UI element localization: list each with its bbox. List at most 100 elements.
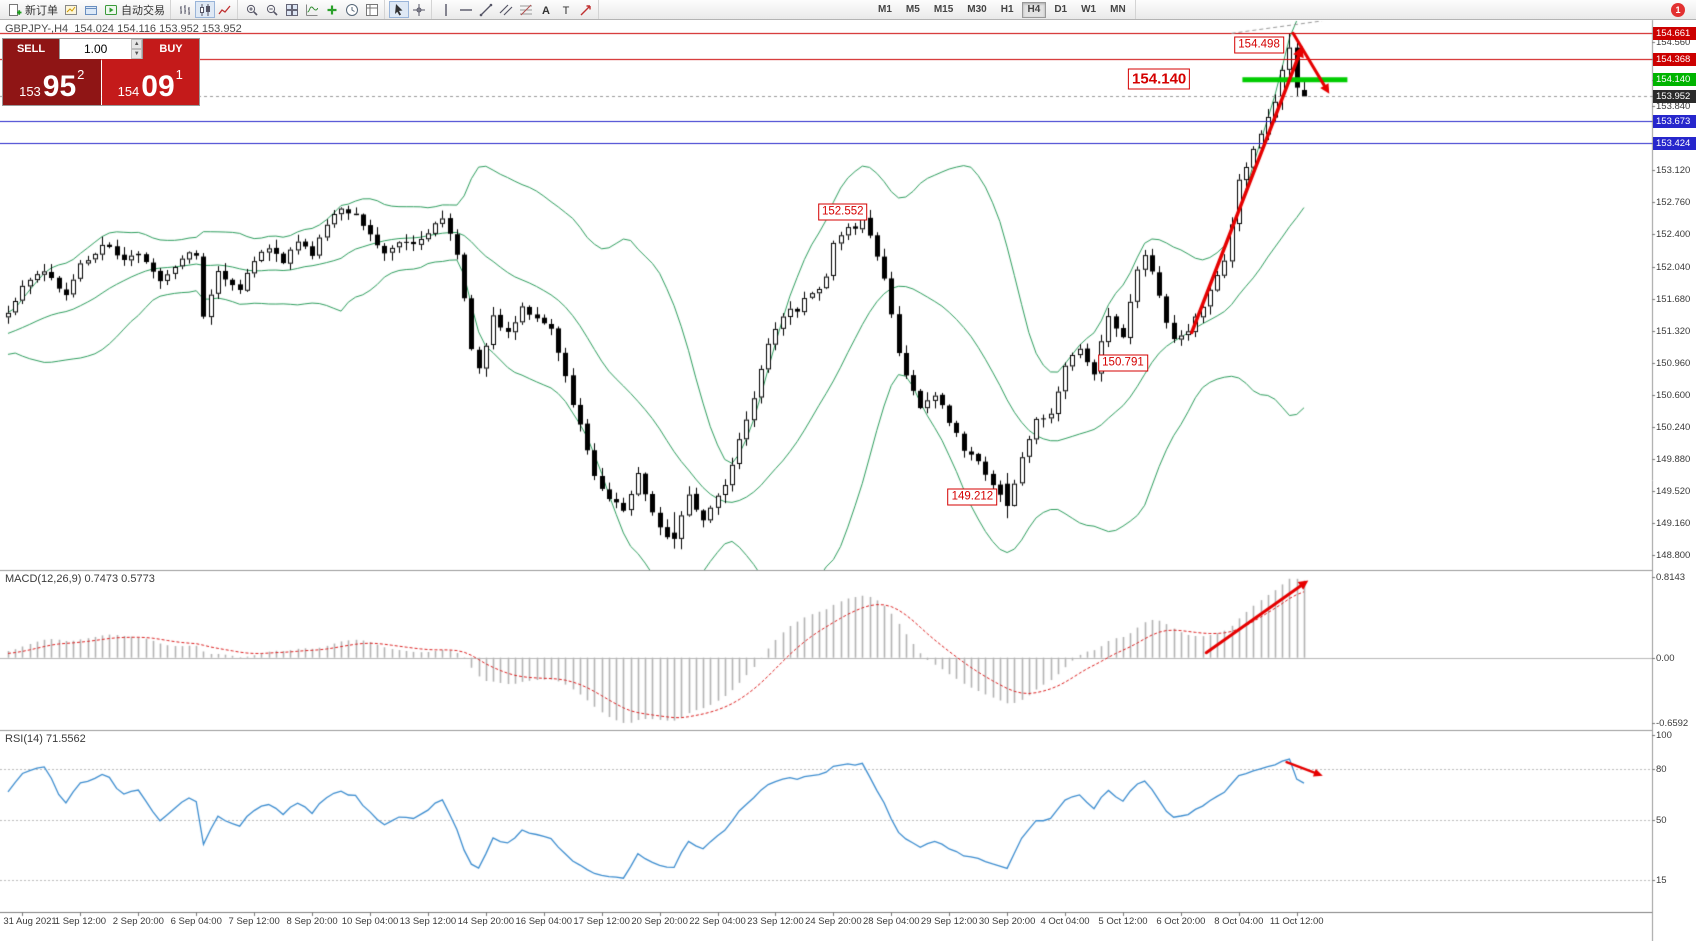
crosshair-icon: [413, 3, 425, 16]
timeframe-w1[interactable]: W1: [1075, 2, 1102, 18]
horizontal-line-button[interactable]: [456, 1, 476, 18]
vertical-line-button[interactable]: [436, 1, 456, 18]
time-axis-label: 22 Sep 04:00: [689, 916, 746, 927]
toolbar-group: [240, 0, 385, 19]
time-axis-label: 13 Sep 12:00: [399, 916, 457, 927]
buy-button[interactable]: BUY: [143, 39, 199, 59]
lot-size-stepper: ▲ ▼: [131, 39, 142, 59]
price-axis-tick: 149.880: [1656, 453, 1691, 465]
timeframe-m15[interactable]: M15: [928, 2, 959, 18]
new-order-button[interactable]: 新订单: [5, 1, 61, 18]
timeframe-m5[interactable]: M5: [900, 2, 926, 18]
time-axis-label: 2 Sep 20:00: [112, 916, 164, 927]
new-order-icon: [9, 3, 22, 16]
timeframe-h4[interactable]: H4: [1021, 1, 1047, 18]
periods-button[interactable]: [342, 1, 362, 18]
price-axis-tag: 154.661: [1653, 26, 1696, 40]
timeframe-m30[interactable]: M30: [961, 2, 992, 18]
lot-size-input[interactable]: [60, 39, 132, 59]
autotrade-icon: [105, 4, 117, 15]
label-icon: T: [563, 5, 570, 17]
cursor-button[interactable]: [389, 1, 409, 18]
time-axis-label: 8 Oct 04:00: [1214, 916, 1264, 927]
symbol-ohlc-header: GBPJPY-,H4 154.024 154.116 153.952 153.9…: [5, 23, 242, 35]
time-axis-label: 4 Oct 04:00: [1040, 916, 1090, 927]
rsi-axis-tick: 100: [1656, 730, 1672, 741]
indicators-icon: [306, 4, 318, 16]
price-callout[interactable]: 154.140: [1128, 68, 1191, 90]
time-axis-label: 31 Aug 2021: [3, 916, 57, 927]
notification-badge[interactable]: 1: [1671, 2, 1685, 17]
price-axis-tick: 149.160: [1656, 517, 1691, 529]
price-axis-tag: 154.368: [1653, 52, 1696, 66]
price-axis-tick: 150.600: [1656, 389, 1691, 401]
zoom-in-button[interactable]: [242, 1, 262, 18]
timeframe-m1[interactable]: M1: [872, 2, 898, 18]
buy-price-big: 09: [141, 69, 175, 103]
tile-windows-icon: [286, 3, 298, 16]
price-axis-tag: 154.140: [1653, 73, 1696, 87]
buy-price-pip: 1: [175, 67, 183, 82]
autotrade-button[interactable]: 自动交易: [101, 1, 168, 18]
macd-axis-tick: -0.6592: [1656, 718, 1689, 729]
sell-price-big: 95: [42, 69, 77, 103]
buy-price-display[interactable]: 154 09 1: [101, 59, 199, 105]
text-icon: A: [542, 5, 550, 17]
lot-increment-button[interactable]: ▲: [131, 39, 142, 49]
time-axis-label: 5 Oct 12:00: [1098, 916, 1148, 927]
price-callout[interactable]: 152.552: [817, 203, 868, 221]
sell-button[interactable]: SELL: [3, 39, 59, 59]
time-axis-label: 8 Sep 20:00: [286, 916, 338, 927]
tile-windows-button[interactable]: [282, 1, 302, 18]
price-callout[interactable]: 149.212: [947, 488, 998, 506]
price-callout[interactable]: 154.498: [1234, 36, 1284, 54]
timeframe-h1[interactable]: H1: [995, 2, 1020, 18]
templates-button[interactable]: [362, 1, 382, 18]
fibonacci-button[interactable]: [516, 1, 536, 18]
rsi-axis-tick: 15: [1656, 874, 1667, 886]
price-callout[interactable]: 150.791: [1098, 354, 1148, 372]
price-axis-tick: 154.560: [1656, 37, 1691, 49]
price-axis-tag: 153.424: [1653, 136, 1696, 150]
text-button[interactable]: A: [536, 1, 556, 18]
indicators-button[interactable]: [302, 1, 322, 18]
candle-chart-button[interactable]: [195, 1, 215, 18]
line-chart-button[interactable]: [215, 1, 235, 18]
add-indicator-icon: [327, 5, 337, 14]
time-axis-label: 14 Sep 20:00: [457, 916, 515, 927]
rsi-axis-tick: 50: [1656, 815, 1667, 826]
trendline-button[interactable]: [476, 1, 496, 18]
price-axis-tick: 151.320: [1656, 325, 1691, 337]
crosshair-button[interactable]: [409, 1, 429, 18]
time-axis-label: 28 Sep 04:00: [863, 916, 920, 927]
price-axis-tick: 148.800: [1656, 549, 1691, 561]
macd-indicator-label: MACD(12,26,9) 0.7473 0.5773: [5, 573, 155, 585]
bar-chart-button[interactable]: [175, 1, 195, 18]
new-chart-button[interactable]: [61, 1, 81, 18]
time-axis-label: 1 Sep 12:00: [54, 916, 107, 927]
price-scale[interactable]: 154.560 153.840 153.120 152.760 152.400 152.0…: [1653, 0, 1696, 941]
timeframe-d1[interactable]: D1: [1048, 2, 1073, 18]
lot-decrement-button[interactable]: ▼: [131, 49, 142, 59]
arrows-button[interactable]: [576, 1, 596, 18]
timeframe-mn[interactable]: MN: [1104, 2, 1132, 18]
zoom-out-button[interactable]: [262, 1, 282, 18]
time-axis-label: 16 Sep 04:00: [515, 916, 573, 927]
time-axis-label: 11 Oct 12:00: [1269, 916, 1324, 927]
time-axis-label: 24 Sep 20:00: [805, 916, 862, 927]
zoom-out-icon: [266, 4, 278, 16]
price-axis-tag: 153.673: [1653, 114, 1696, 128]
channel-button[interactable]: [496, 1, 516, 18]
profiles-button[interactable]: [81, 1, 101, 18]
price-axis-tag: 153.952: [1653, 89, 1696, 103]
toolbar-group: [173, 0, 238, 19]
sell-price-display[interactable]: 153 95 2: [3, 59, 101, 105]
lot-size-field: ▲ ▼: [59, 39, 143, 59]
label-button[interactable]: T: [556, 1, 576, 18]
add-indicator-button[interactable]: [322, 1, 342, 18]
bar-chart-icon: [180, 4, 190, 15]
line-chart-icon: [218, 5, 231, 14]
price-axis-tick: 150.240: [1656, 421, 1691, 433]
